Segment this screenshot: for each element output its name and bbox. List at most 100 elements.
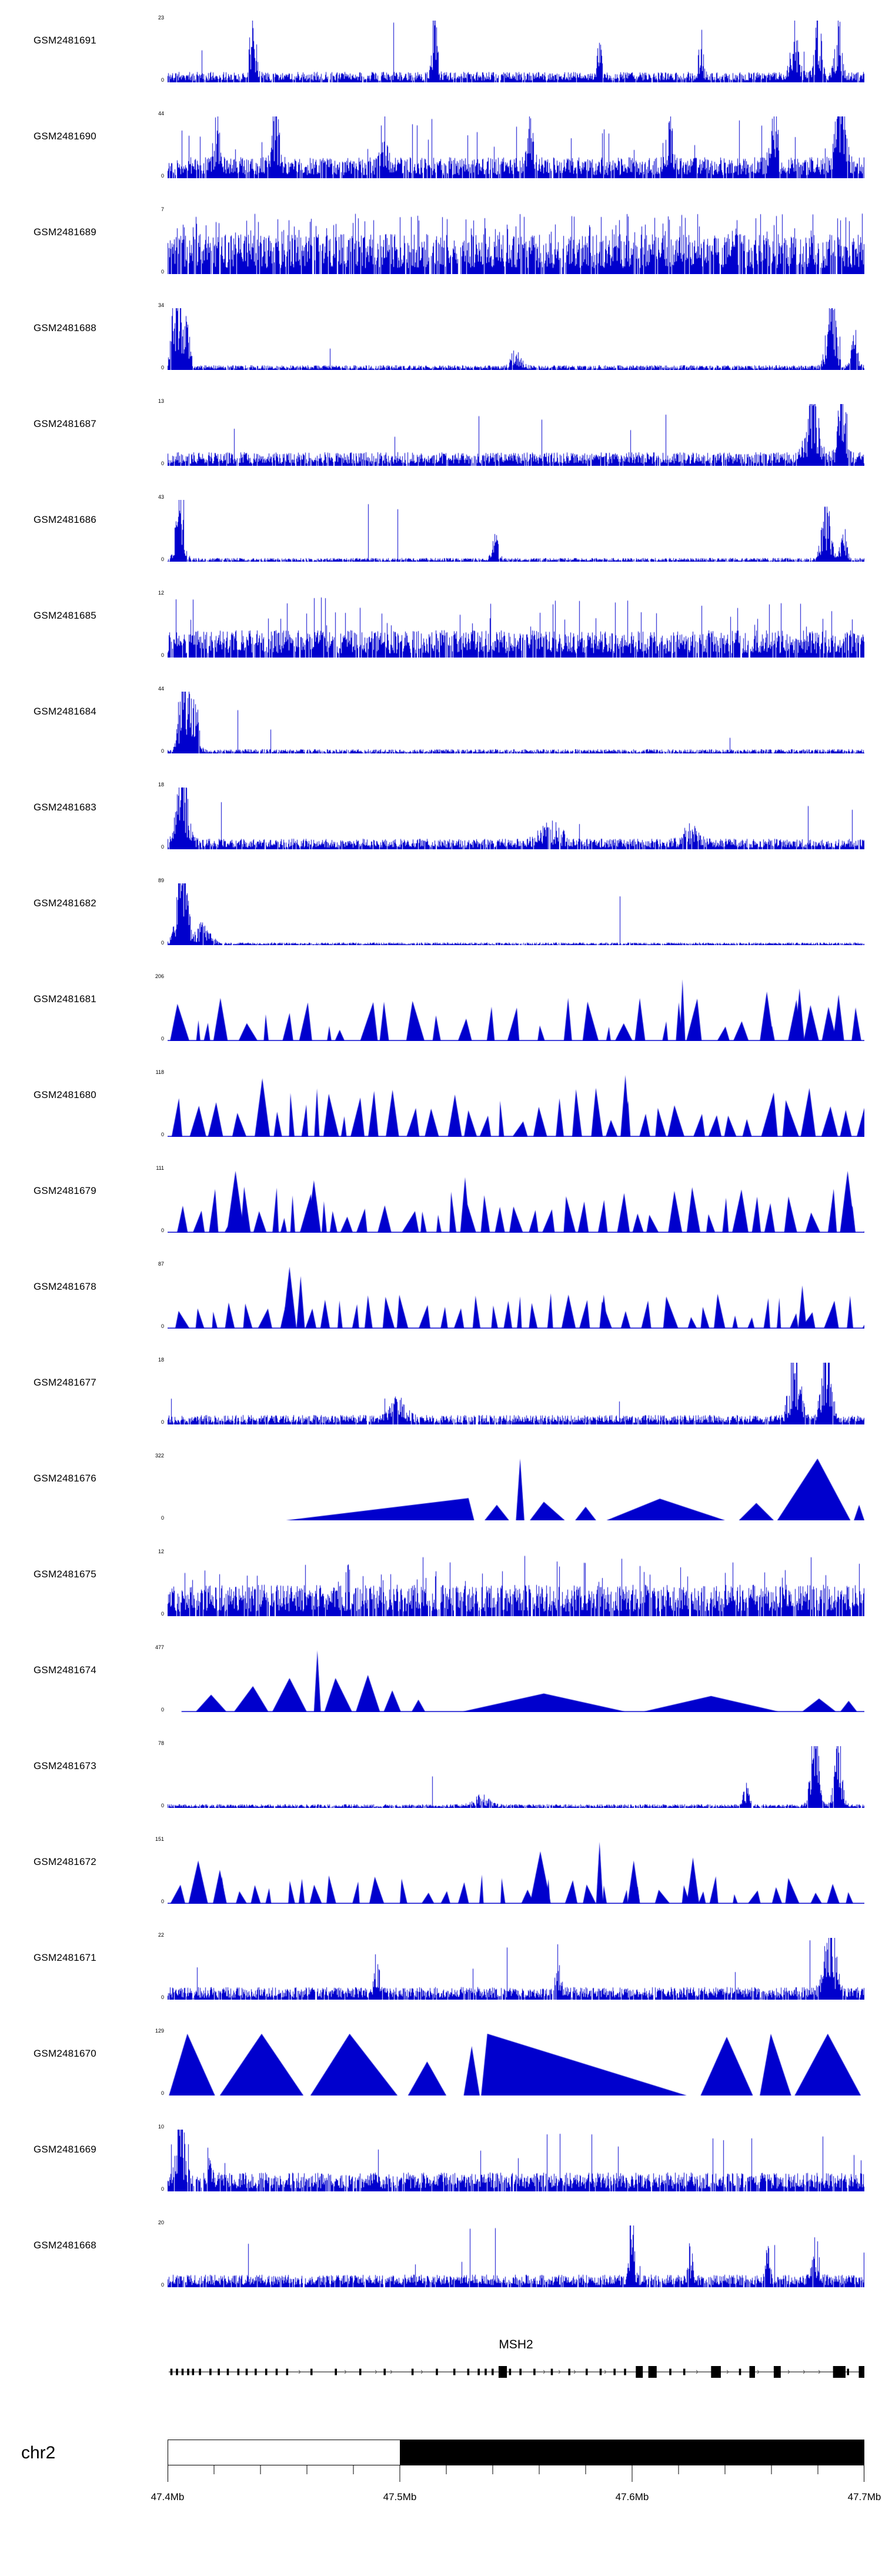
track-sample-label: GSM2481691: [34, 35, 96, 46]
axis-tick-label: 47.7Mb: [847, 2491, 881, 2502]
track-row: GSM2481671 22 0: [0, 1926, 882, 2022]
y-axis-zero-label: 0: [161, 1611, 164, 1617]
track-sample-label: GSM2481669: [34, 2144, 96, 2155]
track-sample-label: GSM2481679: [34, 1185, 96, 1196]
y-axis-max-label: 111: [156, 1165, 164, 1171]
track-row: GSM2481687 13 0: [0, 392, 882, 488]
track-sample-label: GSM2481677: [34, 1377, 96, 1388]
axis-tick-label: 47.5Mb: [383, 2491, 417, 2502]
y-axis-max-label: 12: [158, 1549, 164, 1554]
coverage-tracks-list: GSM2481691 23 0 GSM2481690 44 0 GSM24816…: [0, 9, 882, 2310]
track-row: GSM2481674 477 0: [0, 1639, 882, 1734]
coverage-signal-plot: [168, 308, 864, 370]
y-axis-zero-label: 0: [161, 940, 164, 946]
y-axis-zero-label: 0: [161, 1994, 164, 2000]
track-row: GSM2481676 322 0: [0, 1447, 882, 1543]
y-axis-zero-label: 0: [161, 173, 164, 179]
coverage-signal-plot: [168, 788, 864, 849]
track-sample-label: GSM2481689: [34, 226, 96, 238]
track-sample-label: GSM2481686: [34, 514, 96, 525]
track-sample-label: GSM2481674: [34, 1664, 96, 1676]
chromosome-name-label: chr2: [21, 2443, 56, 2462]
coverage-signal-plot: [168, 2130, 864, 2191]
gene-model: [169, 2366, 864, 2378]
track-sample-label: GSM2481672: [34, 1856, 96, 1867]
track-sample-label: GSM2481683: [34, 802, 96, 813]
track-row: GSM2481672 151 0: [0, 1830, 882, 1926]
y-axis-max-label: 87: [158, 1261, 164, 1267]
coverage-signal-plot: [168, 1075, 864, 1137]
y-axis-zero-label: 0: [161, 844, 164, 850]
y-axis-max-label: 18: [158, 782, 164, 788]
coverage-signal-plot: [168, 21, 864, 82]
axis-tick-label: 47.4Mb: [151, 2491, 185, 2502]
track-row: GSM2481685 12 0: [0, 584, 882, 680]
y-axis-zero-label: 0: [161, 652, 164, 658]
chromosome-ideogram: [168, 2440, 864, 2465]
y-axis-zero-label: 0: [161, 556, 164, 562]
y-axis-max-label: 13: [158, 398, 164, 404]
y-axis-max-label: 89: [158, 877, 164, 883]
track-row: GSM2481668 20 0: [0, 2214, 882, 2310]
coverage-signal-plot: [168, 1267, 864, 1329]
track-row: GSM2481686 43 0: [0, 488, 882, 584]
y-axis-max-label: 78: [158, 1740, 164, 1746]
y-axis-max-label: 34: [158, 302, 164, 308]
y-axis-max-label: 44: [158, 111, 164, 116]
y-axis-max-label: 118: [155, 1069, 164, 1075]
track-sample-label: GSM2481675: [34, 1569, 96, 1580]
y-axis-zero-label: 0: [161, 1132, 164, 1137]
track-row: GSM2481675 12 0: [0, 1543, 882, 1639]
y-axis-max-label: 477: [155, 1644, 164, 1650]
y-axis-max-label: 151: [155, 1836, 164, 1842]
y-axis-max-label: 43: [158, 494, 164, 500]
track-row: GSM2481684 44 0: [0, 680, 882, 776]
y-axis-zero-label: 0: [161, 2282, 164, 2288]
y-axis-zero-label: 0: [161, 1323, 164, 1329]
y-axis-zero-label: 0: [161, 1707, 164, 1713]
track-sample-label: GSM2481678: [34, 1281, 96, 1292]
track-row: GSM2481669 10 0: [0, 2118, 882, 2214]
coverage-signal-plot: [168, 1746, 864, 1808]
track-row: GSM2481679 111 0: [0, 1159, 882, 1255]
y-axis-max-label: 18: [158, 1357, 164, 1363]
track-sample-label: GSM2481681: [34, 993, 96, 1005]
y-axis-max-label: 10: [158, 2124, 164, 2130]
y-axis-zero-label: 0: [161, 748, 164, 754]
coverage-signal-plot: [168, 1842, 864, 1904]
track-sample-label: GSM2481690: [34, 131, 96, 142]
coordinate-axis-ticks: [168, 2465, 864, 2482]
track-sample-label: GSM2481671: [34, 1952, 96, 1963]
coverage-signal-plot: [168, 979, 864, 1041]
track-row: GSM2481688 34 0: [0, 296, 882, 392]
track-sample-label: GSM2481687: [34, 418, 96, 429]
y-axis-max-label: 44: [158, 686, 164, 692]
coverage-signal-plot: [168, 1363, 864, 1424]
track-sample-label: GSM2481684: [34, 706, 96, 717]
y-axis-max-label: 206: [155, 973, 164, 979]
chromosome-overview: chr2 47.4Mb 47.5Mb 47.6Mb 47.7Mb: [0, 2440, 882, 2540]
coverage-signal-plot: [168, 500, 864, 562]
y-axis-max-label: 7: [161, 206, 164, 212]
y-axis-max-label: 322: [155, 1453, 164, 1459]
coverage-signal-plot: [168, 1171, 864, 1233]
y-axis-zero-label: 0: [161, 1803, 164, 1808]
y-axis-zero-label: 0: [161, 1898, 164, 1904]
y-axis-zero-label: 0: [161, 269, 164, 275]
y-axis-max-label: 20: [158, 2220, 164, 2225]
track-row: GSM2481678 87 0: [0, 1255, 882, 1351]
coverage-signal-plot: [168, 596, 864, 658]
coverage-signal-plot: [168, 883, 864, 945]
y-axis-zero-label: 0: [161, 365, 164, 371]
y-axis-zero-label: 0: [161, 1227, 164, 1233]
track-row: GSM2481682 89 0: [0, 872, 882, 967]
track-row: GSM2481681 206 0: [0, 967, 882, 1063]
y-axis-max-label: 22: [158, 1932, 164, 1938]
axis-tick-label: 47.6Mb: [615, 2491, 649, 2502]
ideogram-highlight-segment: [400, 2440, 864, 2465]
track-row: GSM2481677 18 0: [0, 1351, 882, 1447]
coverage-signal-plot: [168, 692, 864, 753]
coverage-signal-plot: [168, 2034, 864, 2095]
y-axis-zero-label: 0: [161, 1036, 164, 1042]
